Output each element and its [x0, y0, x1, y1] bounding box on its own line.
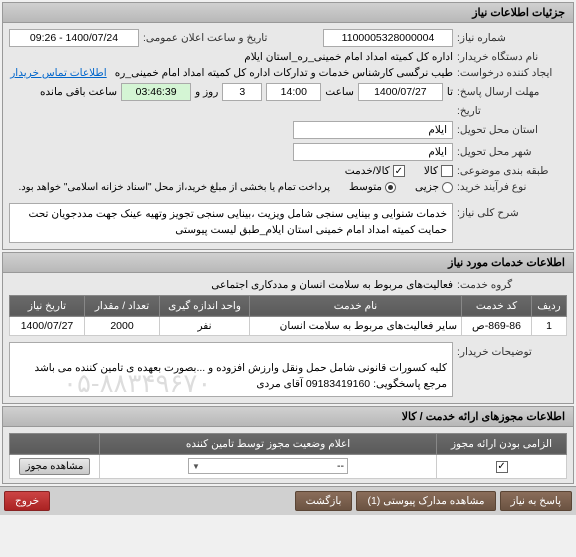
- cat-goods-label: کالا: [424, 165, 438, 177]
- buyer-notes-label: توضیحات خریدار:: [457, 342, 567, 358]
- group-label: گروه خدمت:: [457, 279, 567, 291]
- cat-goods-group[interactable]: کالا: [424, 165, 453, 177]
- cat-service-checkbox[interactable]: [393, 165, 405, 177]
- exit-button[interactable]: خروج: [4, 491, 50, 511]
- deadline-date: 1400/07/27: [358, 83, 443, 101]
- th-action: [10, 433, 100, 454]
- permit-status-cell: -- ▼: [100, 454, 437, 478]
- permits-header: اطلاعات مجوزهای ارائه خدمت / کالا: [3, 407, 573, 427]
- purchase-type-label: نوع فرآیند خرید:: [457, 181, 567, 193]
- purchase-small-radio[interactable]: [442, 182, 453, 193]
- permit-required-checkbox[interactable]: [496, 461, 508, 473]
- buyer-notes-text: کلیه کسورات قانونی شامل حمل ونقل وارزش ا…: [34, 362, 447, 390]
- purchase-small-label: جزیی: [415, 181, 439, 193]
- purchase-note: پرداخت تمام یا بخشی از مبلغ خرید،از محل …: [18, 182, 330, 193]
- permit-status-select[interactable]: -- ▼: [188, 458, 348, 474]
- desc-title-label: شرح کلی نیاز:: [457, 203, 567, 219]
- chevron-down-icon: ▼: [192, 462, 200, 471]
- deadline-prefix: تا: [447, 86, 453, 98]
- respond-button[interactable]: پاسخ به نیاز: [500, 491, 572, 511]
- group-value: فعالیت‌های مربوط به سلامت انسان و مددکار…: [211, 279, 453, 291]
- services-header: اطلاعات خدمات مورد نیاز: [3, 253, 573, 273]
- purchase-mid-label: متوسط: [349, 181, 382, 193]
- cell-date: 1400/07/27: [10, 316, 85, 335]
- th-name: نام خدمت: [250, 295, 462, 316]
- th-index: ردیف: [532, 295, 567, 316]
- permits-table: الزامی بودن ارائه مجوز اعلام وضعیت مجوز …: [9, 433, 567, 479]
- view-permit-button[interactable]: مشاهده مجوز: [19, 458, 91, 475]
- services-table: ردیف کد خدمت نام خدمت واحد اندازه گیری ت…: [9, 295, 567, 336]
- permits-body: الزامی بودن ارائه مجوز اعلام وضعیت مجوز …: [3, 427, 573, 483]
- panel-title: جزئیات اطلاعات نیاز: [3, 3, 573, 23]
- permits-row: -- ▼ مشاهده مجوز: [10, 454, 567, 478]
- th-qty: تعداد / مقدار: [85, 295, 160, 316]
- cell-name: سایر فعالیت‌های مربوط به سلامت انسان: [250, 316, 462, 335]
- requester: طیب نرگسی کارشناس خدمات و تدارکات اداره …: [115, 67, 453, 79]
- buyer-notes: کلیه کسورات قانونی شامل حمل ونقل وارزش ا…: [9, 342, 453, 397]
- back-button[interactable]: بازگشت: [295, 491, 353, 511]
- announce-date-label: تاریخ و ساعت اعلان عمومی:: [143, 32, 267, 44]
- need-number: 1100005328000004: [323, 29, 453, 47]
- info-body: شماره نیاز: 1100005328000004 تاریخ و ساع…: [3, 23, 573, 249]
- buyer-org-label: نام دستگاه خریدار:: [457, 51, 567, 63]
- buyer-org: اداره کل کمیته امداد امام خمینی_ره_استان…: [244, 51, 453, 63]
- remaining-label: ساعت باقی مانده: [40, 86, 117, 98]
- desc-text: خدمات شنوایی و بینایی سنجی شامل ویزیت ،ب…: [9, 203, 453, 243]
- footer-bar: پاسخ به نیاز مشاهده مدارک پیوستی (1) باز…: [0, 486, 576, 515]
- permit-action-cell: مشاهده مجوز: [10, 454, 100, 478]
- attachments-button[interactable]: مشاهده مدارک پیوستی (1): [356, 491, 495, 511]
- th-date: تاریخ نیاز: [10, 295, 85, 316]
- cell-code: 869-86-ص: [462, 316, 532, 335]
- category-label: طبقه بندی موضوعی:: [457, 165, 567, 177]
- permits-header-row: الزامی بودن ارائه مجوز اعلام وضعیت مجوز …: [10, 433, 567, 454]
- delivery-province: ایلام: [293, 121, 453, 139]
- table-row: 1 869-86-ص سایر فعالیت‌های مربوط به سلام…: [10, 316, 567, 335]
- delivery-province-label: استان محل تحویل:: [457, 124, 567, 136]
- purchase-mid-group[interactable]: متوسط: [349, 181, 396, 193]
- purchase-mid-radio[interactable]: [385, 182, 396, 193]
- main-panel: جزئیات اطلاعات نیاز شماره نیاز: 11000053…: [2, 2, 574, 250]
- th-unit: واحد اندازه گیری: [160, 295, 250, 316]
- cat-service-group[interactable]: کالا/خدمت: [345, 165, 405, 177]
- need-number-label: شماره نیاز:: [457, 32, 567, 44]
- delivery-city-label: شهر محل تحویل:: [457, 146, 567, 158]
- date-label: تاریخ:: [457, 105, 567, 117]
- cell-unit: نفر: [160, 316, 250, 335]
- announce-date: 1400/07/24 - 09:26: [9, 29, 139, 47]
- delivery-city: ایلام: [293, 143, 453, 161]
- services-panel: اطلاعات خدمات مورد نیاز گروه خدمت: فعالی…: [2, 252, 574, 404]
- days-label: روز و: [195, 86, 218, 98]
- days-value: 3: [222, 83, 262, 101]
- purchase-small-group[interactable]: جزیی: [415, 181, 453, 193]
- cat-service-label: کالا/خدمت: [345, 165, 390, 177]
- table-header-row: ردیف کد خدمت نام خدمت واحد اندازه گیری ت…: [10, 295, 567, 316]
- th-required: الزامی بودن ارائه مجوز: [437, 433, 567, 454]
- cat-goods-checkbox[interactable]: [441, 165, 453, 177]
- remaining-time: 03:46:39: [121, 83, 191, 101]
- cell-index: 1: [532, 316, 567, 335]
- th-code: کد خدمت: [462, 295, 532, 316]
- th-status: اعلام وضعیت مجوز توسط تامین کننده: [100, 433, 437, 454]
- permits-panel: اطلاعات مجوزهای ارائه خدمت / کالا الزامی…: [2, 406, 574, 484]
- time-label: ساعت: [325, 86, 354, 98]
- deadline-label: مهلت ارسال پاسخ:: [457, 86, 567, 98]
- select-value: --: [337, 460, 344, 472]
- permit-required-cell: [437, 454, 567, 478]
- deadline-time: 14:00: [266, 83, 321, 101]
- contact-link[interactable]: اطلاعات تماس خریدار: [10, 67, 106, 79]
- cell-qty: 2000: [85, 316, 160, 335]
- services-body: گروه خدمت: فعالیت‌های مربوط به سلامت انس…: [3, 273, 573, 403]
- requester-label: ایجاد کننده درخواست:: [457, 67, 567, 79]
